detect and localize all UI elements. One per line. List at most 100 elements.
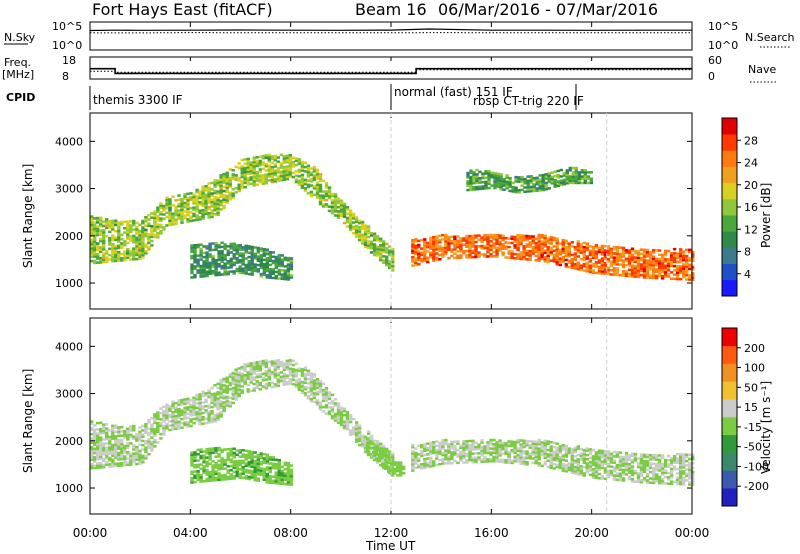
scatter-cell: [691, 265, 695, 269]
scatter-cell: [562, 182, 566, 186]
scatter-cell: [111, 243, 115, 246]
scatter-cell: [117, 223, 121, 226]
scatter-cell: [474, 448, 478, 451]
scatter-cell: [682, 483, 686, 486]
scatter-cell: [159, 422, 163, 425]
scatter-cell: [537, 238, 541, 241]
scatter-cell: [190, 470, 194, 473]
scatter-cell: [144, 450, 148, 454]
scatter-cell: [432, 257, 436, 260]
scatter-cell: [528, 440, 532, 443]
scatter-cell: [363, 226, 368, 229]
scatter-cell: [368, 440, 373, 443]
scatter-cell: [645, 265, 650, 269]
scatter-cell: [123, 252, 127, 255]
scatter-cell: [472, 181, 476, 185]
scatter-cell: [214, 246, 218, 249]
scatter-cell: [438, 448, 442, 451]
scatter-cell: [237, 162, 241, 165]
scatter-cell: [234, 372, 238, 376]
scatter-cell: [507, 452, 511, 456]
scatter-cell: [327, 393, 332, 396]
scatter-cell: [576, 453, 580, 457]
scatter-cell: [522, 253, 526, 257]
scatter-cell: [508, 189, 512, 193]
scatter-cell: [297, 386, 302, 389]
scatter-cell: [198, 192, 202, 195]
scatter-cell: [213, 213, 217, 216]
scatter-cell: [126, 433, 130, 437]
scatter-cell: [177, 194, 181, 197]
scatter-cell: [529, 179, 533, 182]
scatter-cell: [487, 171, 491, 175]
scatter-cell: [282, 383, 286, 386]
scatter-cell: [513, 235, 517, 239]
scatter-cell: [426, 448, 430, 452]
scatter-cell: [246, 383, 250, 387]
scatter-cell: [688, 474, 692, 478]
scatter-cell: [606, 465, 611, 468]
scatter-cell: [315, 399, 320, 402]
scatter-cell: [630, 260, 635, 263]
scatter-cell: [600, 466, 605, 470]
scatter-cell: [138, 434, 142, 438]
scatter-cell: [220, 463, 224, 466]
scatter-cell: [208, 244, 212, 248]
scatter-cell: [561, 245, 565, 248]
scatter-cell: [174, 402, 178, 405]
scatter-cell: [271, 259, 275, 263]
scatter-cell: [222, 380, 226, 383]
scatter-cell: [208, 451, 212, 455]
scatter-cell: [547, 174, 551, 177]
scatter-cell: [523, 186, 527, 189]
scatter-cell: [532, 183, 536, 186]
scatter-cell: [144, 249, 148, 253]
scatter-cell: [568, 166, 572, 170]
scatter-cell: [223, 461, 227, 464]
scatter-cell: [363, 437, 368, 441]
scatter-cell: [150, 440, 154, 444]
scatter-cell: [244, 244, 248, 248]
scatter-cell: [654, 475, 659, 478]
scatter-cell: [688, 464, 692, 467]
scatter-cell: [286, 273, 291, 277]
scatter-cell: [108, 448, 112, 451]
scatter-cell: [672, 256, 677, 259]
scatter-cell: [283, 256, 287, 260]
scatter-cell: [624, 270, 629, 273]
scatter-cell: [522, 257, 526, 261]
scatter-cell: [426, 258, 430, 262]
scatter-cell: [645, 255, 650, 258]
scatter-cell: [159, 210, 163, 214]
scatter-cell: [147, 245, 151, 249]
scatter-cell: [132, 247, 136, 250]
scatter-cell: [213, 396, 217, 400]
scatter-cell: [546, 239, 550, 243]
scatter-cell: [526, 188, 530, 191]
scatter-cell: [280, 260, 284, 264]
scatter-cell: [180, 212, 184, 216]
scatter-cell: [117, 238, 121, 241]
scatter-cell: [627, 268, 632, 271]
scatter-cell: [354, 235, 359, 238]
scatter-cell: [537, 464, 541, 467]
scatter-cell: [609, 454, 614, 458]
scatter-cell: [513, 237, 517, 241]
scatter-cell: [193, 252, 197, 255]
scatter-cell: [174, 209, 178, 213]
scatter-cell: [507, 455, 511, 458]
scatter-cell: [108, 226, 112, 229]
scatter-cell: [669, 258, 674, 261]
scatter-cell: [504, 446, 508, 449]
scatter-cell: [639, 466, 644, 469]
scatter-cell: [679, 252, 683, 255]
scatter-cell: [300, 374, 305, 377]
scatter-cell: [93, 430, 97, 434]
noise-tick-right-low: 10^0: [708, 39, 738, 52]
scatter-cell: [204, 204, 208, 207]
scatter-cell: [180, 403, 184, 406]
scatter-cell: [499, 188, 503, 191]
scatter-cell: [682, 275, 686, 279]
scatter-cell: [250, 465, 254, 469]
scatter-cell: [246, 172, 250, 176]
